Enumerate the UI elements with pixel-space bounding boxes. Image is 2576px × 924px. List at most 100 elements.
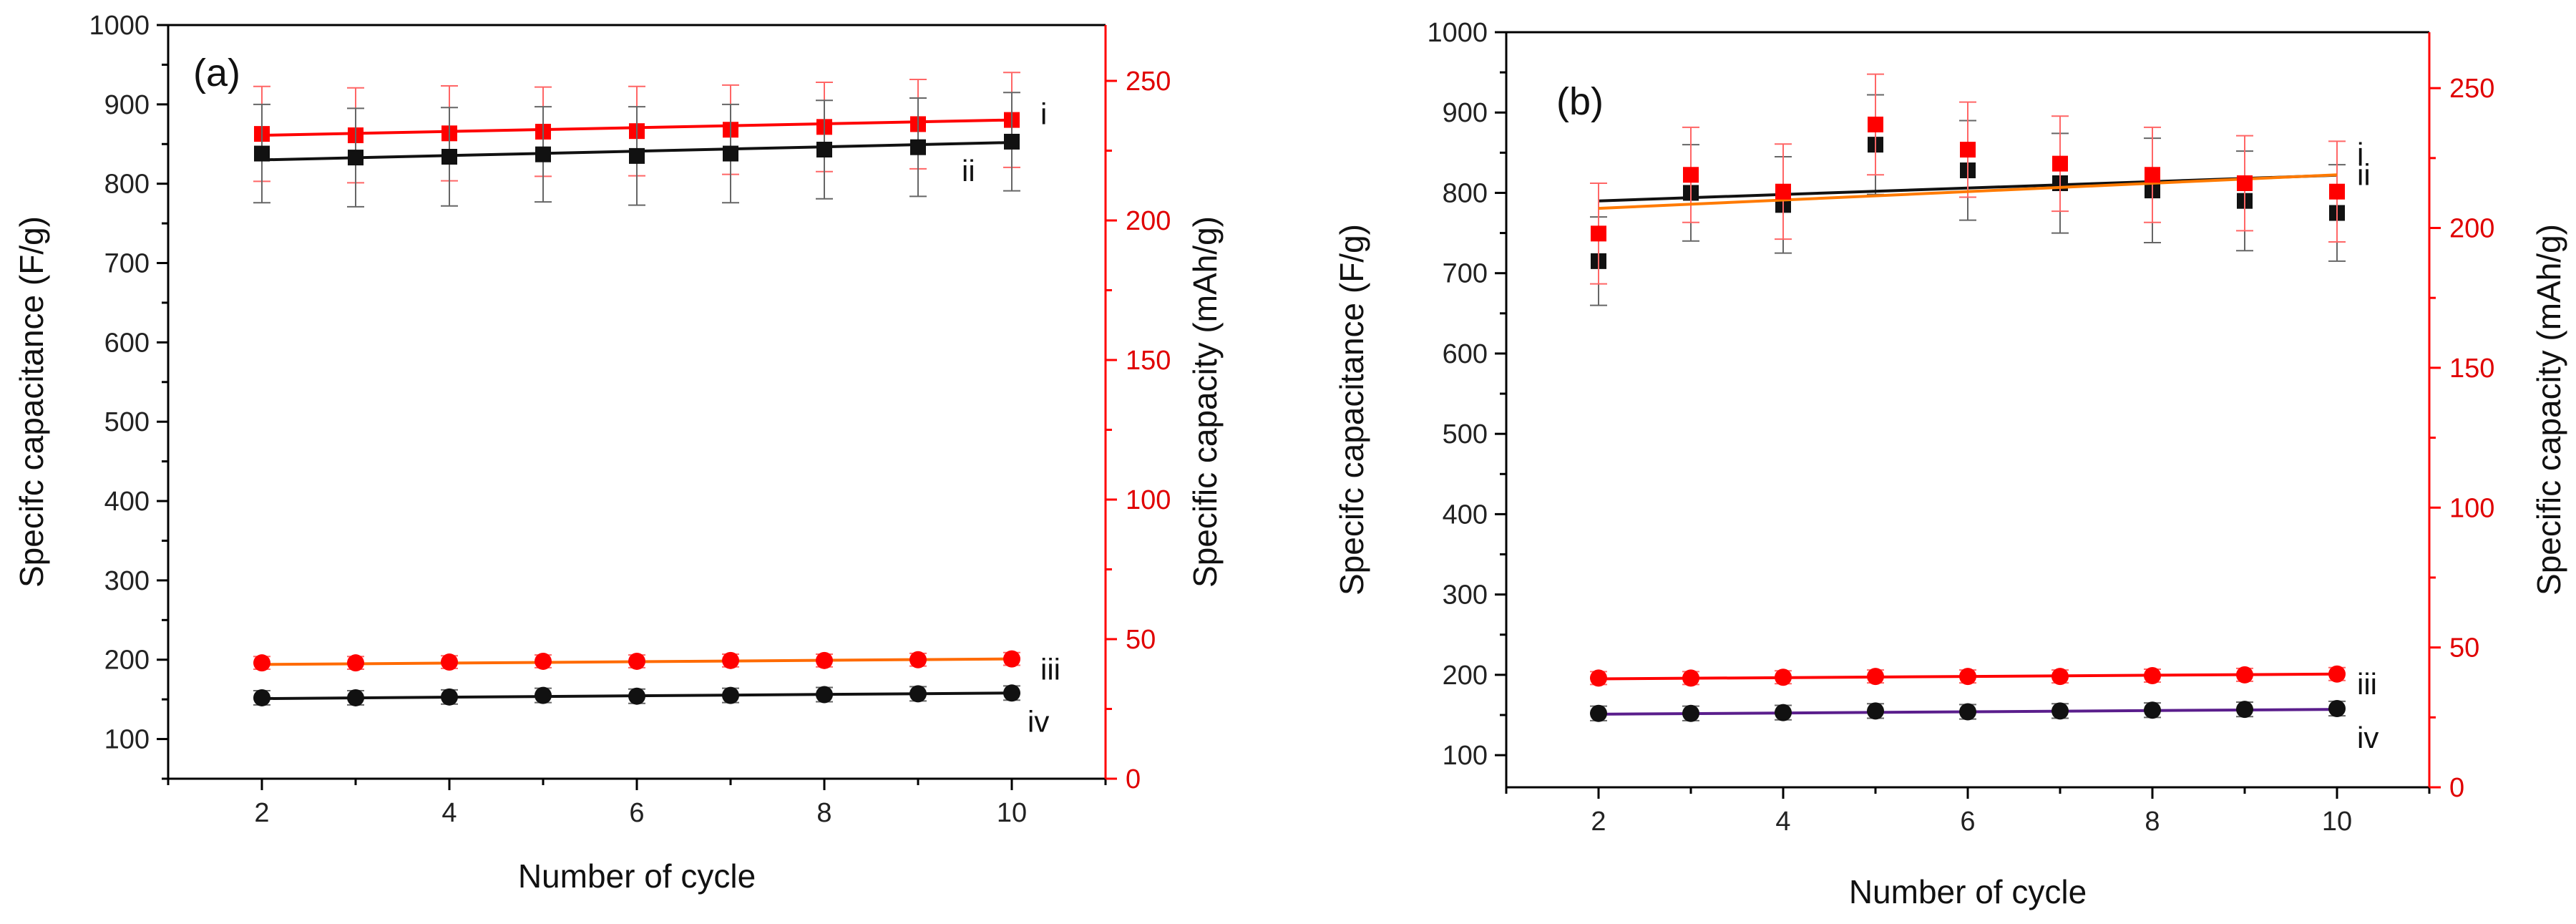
y-axis-title: Specifc capacitance (F/g) [1333,224,1370,595]
data-point [347,654,364,672]
data-point [1775,668,1792,686]
y-tick-label: 200 [104,646,150,676]
data-point [441,148,457,165]
data-point [816,651,833,669]
data-point [816,142,832,158]
data-point [254,145,270,162]
y-tick-label: 100 [104,725,150,755]
y2-axis-title: Specific capacity (mAh/g) [2530,224,2567,595]
data-point [1682,669,1699,687]
data-point [535,146,551,162]
chart-panel-a: 2 4 6 8 10 100 200 300 400 500 600 700 800 900 1000 0 50… [13,11,1224,895]
series-label-ii: ii [2357,157,2371,191]
series-iv: iv [253,684,1049,738]
y-tick-label: 200 [1443,661,1488,691]
y2-tick-label: 50 [1126,625,1156,655]
x-tick-label: 4 [1775,807,1790,837]
y2-tick-label: 0 [1126,764,1141,794]
data-point [722,686,739,704]
y-tick-label: 100 [1443,741,1488,771]
x-tick-label: 8 [2145,807,2160,837]
y-tick-label: 300 [104,566,150,596]
x-tick-label: 4 [441,798,457,828]
data-point [253,689,270,706]
x-tick-label: 6 [1960,807,1975,837]
series-i: i [1590,94,2363,306]
series-iv: iv [1590,700,2379,754]
y-tick-label: 500 [1443,419,1488,449]
y-tick-label: 700 [1443,259,1488,289]
y2-tick-label: 150 [1126,346,1171,376]
data-point [253,654,270,672]
data-point [910,139,926,155]
series-label-iii: iii [2357,667,2377,701]
series-label-ii: ii [962,154,975,188]
y2-tick-label: 50 [2449,633,2479,663]
data-point [1590,669,1607,687]
series-label-i: i [1040,97,1047,131]
data-point [441,688,458,706]
y-tick-label: 800 [1443,178,1488,208]
chart-panel-b: 2 4 6 8 10 100 200 300 400 500 600 700 800 900 1000 0 50… [1333,18,2567,910]
y2-tick-label: 150 [2449,354,2494,384]
series-iii: iii [1590,665,2377,701]
data-point [441,653,458,671]
y2-tick-label: 100 [2449,493,2494,523]
data-point [2237,175,2253,191]
data-point [1959,668,1976,686]
data-point [1003,684,1020,702]
data-point [629,147,645,164]
y-tick-label: 600 [104,328,150,358]
x-tick-label: 2 [1591,807,1606,837]
y2-axis-title: Specific capacity (mAh/g) [1186,216,1224,588]
y-tick-label: 800 [104,170,150,200]
data-point [1591,225,1606,242]
data-point [1682,704,1699,722]
data-point [1960,142,1976,158]
x-tick-label: 2 [254,798,269,828]
data-point [1775,704,1792,721]
y-tick-label: 900 [1443,98,1488,128]
data-point [909,685,927,703]
data-point [1959,703,1976,721]
y-axis-title: Specifc capacitance (F/g) [13,216,50,588]
y-tick-label: 700 [104,249,150,279]
y-tick-label: 400 [104,487,150,517]
y-tick-label: 1000 [1427,18,1488,48]
data-point [2236,666,2253,684]
series-label-i: i [2357,137,2363,170]
data-point [909,651,927,668]
data-point [723,145,738,162]
data-point [628,652,645,670]
y2-tick-label: 200 [1126,206,1171,236]
y2-tick-label: 200 [2449,214,2494,244]
data-point [2051,702,2069,720]
data-point [1775,183,1791,200]
series-label-iii: iii [1040,653,1060,686]
data-point [1868,116,1883,132]
y2-tick-label: 250 [2449,74,2494,104]
series-ii: ii [1590,73,2371,285]
data-point [816,686,833,704]
data-point [1003,650,1020,668]
fit-line [1598,173,2338,210]
data-point [535,686,552,704]
data-point [347,689,364,706]
data-point [535,652,552,670]
panel-label: (b) [1556,80,1604,123]
data-point [1683,167,1699,183]
data-point [628,687,645,705]
x-tick-label: 10 [997,798,1027,828]
data-point [348,150,364,166]
y2-tick-label: 100 [1126,485,1171,515]
y2-tick-label: 0 [2449,773,2464,803]
y-tick-label: 500 [104,407,150,437]
data-point [2051,668,2069,686]
series-label-iv: iv [1028,704,1049,738]
data-point [1004,133,1020,150]
x-tick-label: 6 [629,798,644,828]
data-point [2328,665,2346,683]
series-label-iv: iv [2357,721,2379,754]
x-axis-title: Number of cycle [518,857,756,895]
